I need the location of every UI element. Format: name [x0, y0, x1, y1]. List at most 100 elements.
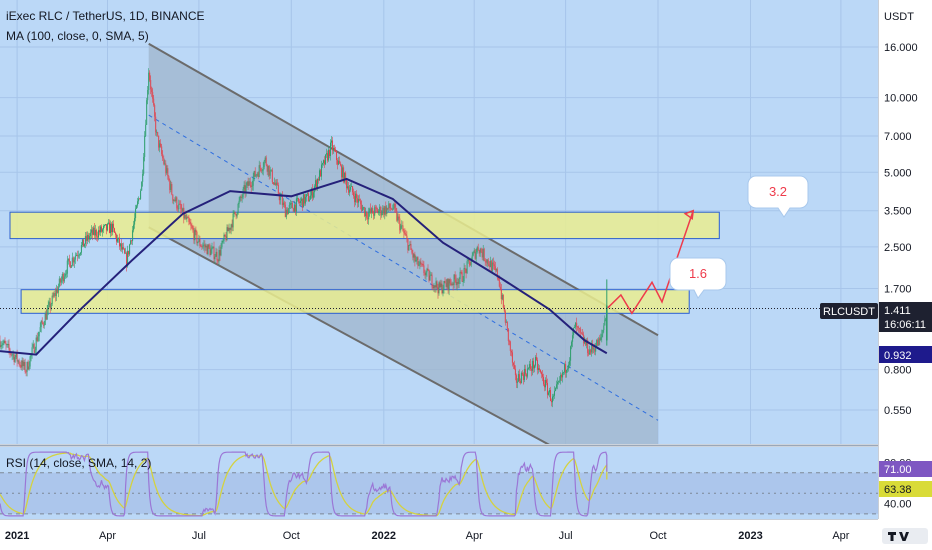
candle-body [124, 248, 126, 254]
candle-body [441, 283, 443, 294]
candle-body [480, 248, 482, 253]
candle-body [62, 274, 64, 282]
candle-body [537, 360, 538, 370]
candle-body [415, 260, 417, 262]
candle-body [574, 327, 576, 328]
candle-body [288, 205, 290, 209]
candle-body [453, 274, 455, 286]
candle-body [447, 279, 449, 291]
candle-body [601, 334, 603, 338]
candle-body [230, 224, 232, 230]
candle-body [335, 150, 336, 152]
candle-body [305, 194, 307, 197]
candle-body [459, 271, 461, 279]
candle-body [338, 160, 340, 165]
candle-body [24, 361, 26, 372]
candle-body [561, 375, 563, 378]
candle-body [111, 223, 112, 233]
candle-body [385, 206, 387, 214]
candle-body [221, 241, 223, 247]
candle-body [157, 132, 159, 136]
candle-body [194, 229, 196, 241]
candle-body [91, 229, 93, 235]
candle-body [419, 261, 421, 265]
candle-body [380, 206, 382, 216]
candle-body [67, 258, 69, 261]
candle-body [68, 258, 70, 262]
candle-body [452, 283, 454, 286]
candle-body [254, 171, 256, 177]
time-axis[interactable] [0, 519, 878, 550]
candle-body [454, 274, 456, 280]
candle-body [550, 390, 551, 401]
rsi-ma-value-tag: 63.38 [879, 481, 932, 497]
tradingview-logo[interactable] [882, 528, 928, 544]
candle-body [471, 255, 473, 262]
candle-body [397, 216, 399, 221]
candle-body [590, 349, 592, 353]
candle-body [502, 295, 504, 308]
candle-body [161, 146, 163, 155]
callout-target-2[interactable]: 3.2 [747, 175, 809, 218]
candle-body [369, 208, 371, 213]
price-axis[interactable] [878, 0, 932, 519]
candle-body [403, 230, 405, 234]
candle-body [71, 257, 73, 266]
candle-body [350, 187, 352, 190]
candle-body [307, 193, 309, 202]
candle-body [507, 328, 509, 341]
candle-body [174, 199, 176, 202]
candle-body [272, 182, 274, 185]
candle-body [6, 344, 8, 346]
candle-body [12, 354, 14, 356]
candle-body [216, 251, 218, 261]
candle-body [391, 208, 393, 210]
candle-body [390, 208, 392, 210]
candle-body [579, 328, 581, 330]
candle-body [533, 360, 534, 369]
candle-body [287, 208, 289, 215]
candle-body [334, 147, 335, 151]
candle-body [285, 209, 287, 218]
candle-body [435, 281, 437, 288]
candle-body [106, 224, 107, 231]
candle-body [79, 252, 81, 255]
candle-body [551, 400, 552, 403]
candle-body [414, 254, 416, 262]
candle-body [449, 279, 451, 284]
candle-body [406, 235, 408, 239]
candle-body [520, 372, 522, 384]
candle-body [365, 211, 367, 217]
candle-body [18, 360, 20, 365]
candle-body [119, 237, 120, 247]
candle-body [70, 265, 72, 268]
price-tick-label: 1.700 [884, 284, 912, 296]
callout-target-1[interactable]: 1.6 [669, 257, 727, 299]
candle-body [273, 182, 275, 185]
candle-body [554, 390, 555, 396]
candle-body [438, 282, 440, 294]
candle-body [125, 252, 127, 254]
candle-body [165, 163, 167, 174]
candle-body [395, 207, 397, 211]
candle-body [474, 250, 476, 259]
candle-body [302, 194, 304, 208]
candle-body [112, 223, 113, 233]
candle-body [228, 227, 230, 232]
candle-body [312, 192, 314, 198]
candle-body [218, 250, 220, 262]
candle-body [508, 340, 510, 342]
ma-value-tag: 0.932 [879, 346, 932, 363]
candle-body [413, 254, 415, 258]
candle-body [576, 322, 578, 327]
candle-body [332, 140, 333, 151]
candle-body [354, 196, 356, 203]
candle-body [599, 338, 601, 340]
candle-body [215, 251, 217, 257]
candle-body [416, 257, 418, 261]
candle-body [280, 196, 282, 197]
candle-body [394, 204, 396, 208]
candles [0, 68, 608, 408]
time-tick-label: Jul [559, 530, 573, 542]
